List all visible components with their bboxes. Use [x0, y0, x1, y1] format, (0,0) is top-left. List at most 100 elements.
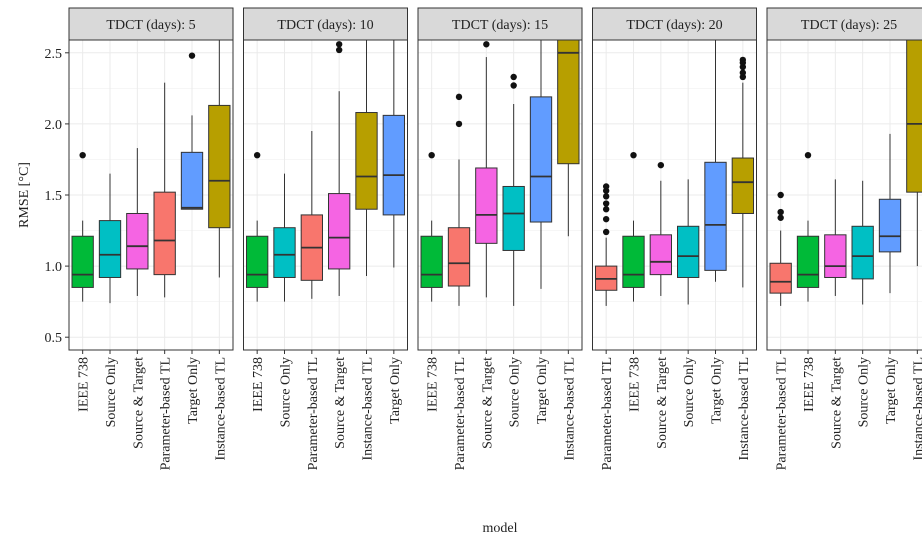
box	[420, 235, 443, 288]
y-tick-label: 2.5	[45, 47, 63, 62]
strip-title: TDCT (days): 15	[452, 18, 548, 33]
x-tick-label: Source Only	[857, 357, 872, 427]
strip-title: TDCT (days): 25	[801, 18, 897, 33]
outlier	[777, 191, 784, 199]
outlier	[602, 228, 610, 236]
outlier	[253, 151, 261, 159]
box	[71, 235, 94, 288]
box	[126, 212, 149, 270]
box	[180, 151, 204, 210]
box	[796, 235, 820, 288]
x-axis-title: model	[483, 521, 518, 536]
x-tick-label: Source & Target	[333, 357, 348, 449]
outlier	[602, 183, 610, 190]
x-tick-label: IEEE 738	[426, 357, 441, 412]
outlier	[602, 206, 610, 213]
outlier	[657, 161, 665, 169]
x-tick-label: Instance-based TL	[911, 357, 922, 461]
box	[731, 157, 754, 214]
panel	[767, 40, 922, 350]
strip	[417, 7, 583, 41]
y-axis-title: RMSE [°C]	[17, 162, 32, 228]
outlier	[428, 151, 435, 159]
box	[704, 161, 727, 271]
x-tick-label: Parameter-based TL	[306, 357, 321, 470]
x-tick-label: Target Only	[535, 357, 550, 424]
x-tick-label: Target Only	[186, 357, 201, 424]
x-tick-label: Instance-based TL	[213, 357, 228, 461]
box	[502, 185, 525, 251]
strip-title: TDCT (days): 10	[277, 18, 373, 33]
x-tick-label: IEEE 738	[77, 357, 92, 412]
x-tick-label: IEEE 738	[251, 357, 266, 412]
box	[529, 96, 553, 223]
box	[208, 104, 231, 229]
box	[246, 235, 269, 288]
x-tick-label: Source & Target	[655, 357, 670, 449]
x-tick-label: Source Only	[279, 357, 294, 427]
x-tick-label: Target Only	[388, 357, 403, 424]
x-tick-label: Source Only	[682, 357, 697, 427]
outlier	[777, 214, 784, 221]
x-tick-label: Source & Target	[131, 357, 146, 449]
box	[153, 191, 176, 276]
box	[622, 235, 645, 288]
strip	[243, 7, 408, 41]
panel	[592, 40, 757, 350]
outlier	[510, 73, 517, 81]
x-tick-label: Parameter-based TL	[159, 357, 174, 470]
x-tick-label: Target Only	[884, 357, 899, 424]
x-tick-label: Target Only	[710, 357, 725, 424]
box	[98, 220, 122, 278]
x-tick-label: Instance-based TL	[737, 357, 752, 461]
box	[769, 262, 792, 294]
strip-title: TDCT (days): 20	[626, 18, 722, 33]
x-tick-label: IEEE 738	[628, 357, 643, 412]
box	[355, 112, 378, 210]
x-tick-label: Source Only	[104, 357, 119, 427]
outlier	[602, 215, 610, 223]
strip	[68, 7, 234, 41]
x-tick-label: Source & Target	[829, 357, 844, 449]
x-tick-label: Instance-based TL	[562, 357, 577, 461]
box	[328, 193, 351, 270]
box	[906, 40, 922, 193]
box	[273, 227, 296, 278]
outlier	[630, 151, 637, 159]
x-tick-label: Source Only	[508, 357, 523, 427]
x-tick-label: Instance-based TL	[361, 357, 376, 461]
box	[649, 234, 672, 276]
box	[677, 225, 700, 278]
panel	[69, 40, 233, 350]
x-tick-label: Parameter-based TL	[600, 357, 615, 470]
box	[475, 167, 498, 244]
box	[447, 227, 471, 287]
box	[382, 114, 405, 216]
x-tick-label: Parameter-based TL	[453, 357, 468, 470]
outlier	[739, 69, 747, 76]
outlier	[602, 193, 610, 200]
x-tick-label: Parameter-based TL	[775, 357, 790, 470]
x-tick-label: Source & Target	[480, 357, 495, 449]
panel	[243, 40, 408, 350]
outlier	[335, 46, 343, 54]
box	[851, 225, 874, 280]
outlier	[79, 151, 86, 159]
outlier	[510, 82, 517, 89]
outlier	[455, 120, 463, 128]
outlier	[188, 52, 196, 59]
y-tick-label: 1.5	[45, 189, 63, 204]
y-tick-label: 2.0	[45, 118, 63, 133]
strip-title: TDCT (days): 5	[106, 18, 195, 33]
box	[878, 198, 902, 253]
outlier	[455, 93, 463, 101]
box	[824, 234, 847, 278]
x-tick-label: IEEE 738	[802, 357, 817, 412]
outlier	[739, 56, 747, 64]
outlier	[483, 41, 490, 48]
y-tick-label: 0.5	[45, 331, 63, 346]
outlier	[602, 200, 610, 207]
y-tick-label: 1.0	[45, 260, 63, 275]
outlier	[804, 151, 812, 159]
